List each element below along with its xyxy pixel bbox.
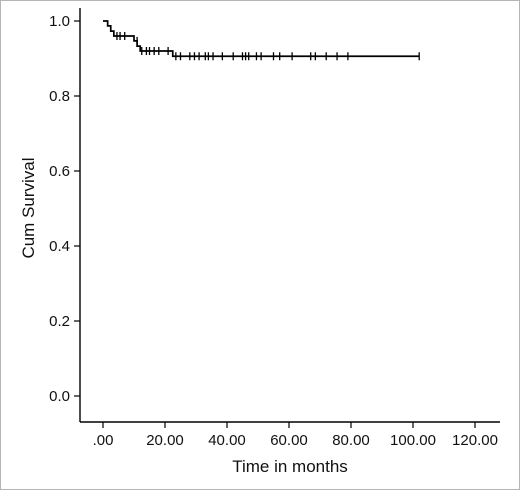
x-axis-title: Time in months (232, 457, 348, 476)
y-tick-label: 0.2 (49, 313, 70, 330)
x-tick-label: 40.00 (208, 432, 246, 449)
x-tick-label: 100.00 (390, 432, 436, 449)
y-ticks: 0.0 0.2 0.4 0.6 0.8 1.0 (49, 13, 80, 405)
y-tick-label: 1.0 (49, 13, 70, 30)
y-tick-label: 0.6 (49, 163, 70, 180)
x-tick-label: 80.00 (332, 432, 370, 449)
x-tick-label: 20.00 (146, 432, 184, 449)
y-axis-title: Cum Survival (19, 157, 38, 258)
y-tick-label: 0.8 (49, 88, 70, 105)
y-tick-label: 0.0 (49, 388, 70, 405)
x-tick-label: .00 (93, 432, 114, 449)
survival-series (103, 20, 420, 61)
x-ticks: .00 20.00 40.00 60.00 80.00 100.00 120.00 (93, 422, 498, 449)
survival-step-line (103, 20, 420, 58)
y-tick-label: 0.4 (49, 238, 70, 255)
x-tick-label: 60.00 (270, 432, 308, 449)
x-tick-label: 120.00 (452, 432, 498, 449)
